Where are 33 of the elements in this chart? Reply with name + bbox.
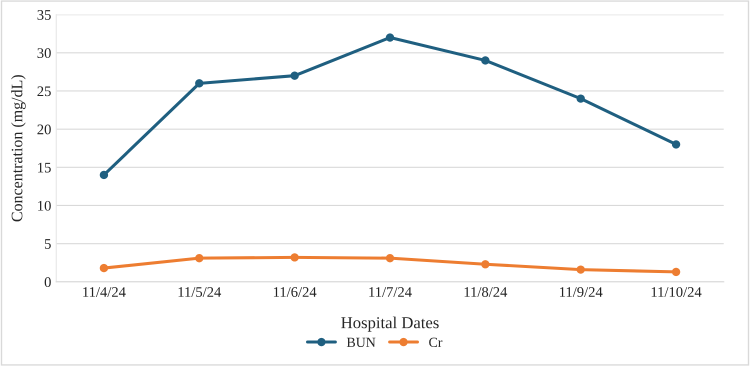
x-tick-label: 11/9/24 (560, 287, 602, 297)
x-tick-label: 11/5/24 (178, 287, 222, 297)
point (195, 254, 204, 262)
point (576, 94, 585, 103)
legend-label: Cr (429, 338, 442, 348)
y-tick-label: 10 (38, 200, 51, 211)
point (386, 254, 394, 262)
x-tick-label: 11/7/24 (369, 287, 412, 297)
legend-label: BUN (346, 338, 376, 348)
y-tick-label: 15 (38, 162, 51, 173)
x-tick-label: 11/6/24 (274, 287, 316, 297)
x-axis-title: Hospital Dates (341, 316, 439, 332)
y-tick-label: 35 (38, 10, 51, 20)
point (481, 56, 490, 65)
y-tick-label: 5 (44, 239, 51, 249)
point (576, 265, 585, 274)
point (672, 140, 680, 149)
point (672, 268, 680, 276)
y-tick-label: 20 (37, 124, 51, 134)
x-tick-label: 11/4/24 (83, 287, 126, 297)
y-tick-label: 30 (38, 48, 51, 58)
point (290, 72, 299, 80)
point (100, 170, 108, 180)
point (481, 260, 490, 268)
point (290, 253, 299, 262)
y-tick-label: 25 (37, 86, 51, 96)
x-tick-label: 11/8/24 (464, 287, 508, 297)
y-tick-label: 0 (44, 277, 51, 288)
point (386, 33, 394, 42)
point (195, 79, 204, 88)
x-tick-label: 11/10/24 (652, 287, 702, 297)
point (100, 264, 108, 272)
y-axis-title: Concentration (mg/dL) (11, 75, 26, 222)
